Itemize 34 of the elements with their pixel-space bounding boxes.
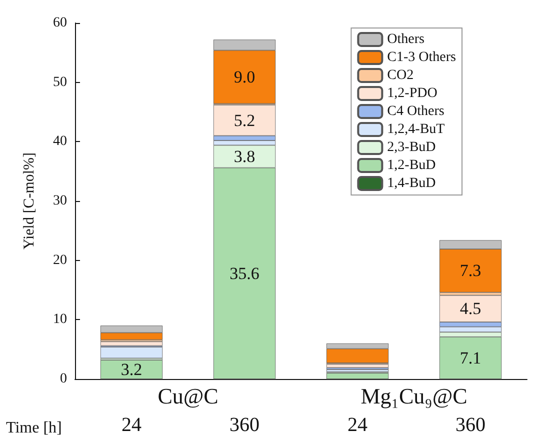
y-axis-title: Yield [C-mol%] bbox=[22, 152, 38, 250]
y-tick-label: 60 bbox=[53, 16, 67, 30]
data-label: 5.2 bbox=[234, 110, 256, 130]
legend-label: C4 Others bbox=[387, 104, 444, 119]
x-tick-label: 24 bbox=[348, 414, 368, 436]
data-label: 3.2 bbox=[120, 360, 142, 380]
data-label: 35.6 bbox=[230, 264, 260, 283]
legend-label: 1,4-BuD bbox=[387, 176, 436, 191]
y-tick-label: 30 bbox=[53, 194, 67, 208]
legend-label: C1-3 Others bbox=[387, 50, 456, 65]
data-label: 9.0 bbox=[234, 67, 256, 86]
legend-label: 1,2-BuD bbox=[387, 158, 436, 173]
legend-label: 1,2,4-BuT bbox=[387, 122, 446, 137]
bar bbox=[326, 373, 389, 379]
y-tick-label: 40 bbox=[53, 134, 67, 150]
legend-label: Others bbox=[387, 32, 425, 47]
bar bbox=[439, 336, 502, 379]
data-label: 4.5 bbox=[460, 299, 482, 318]
x-tick-label: 360 bbox=[456, 414, 486, 436]
text: Cu@C bbox=[158, 384, 218, 408]
legend-label: 2,3-BuD bbox=[387, 140, 436, 155]
x-tick-label: 24 bbox=[122, 414, 142, 436]
y-tick-label: 0 bbox=[60, 372, 67, 386]
legend-label: CO2 bbox=[387, 68, 414, 83]
legend-label: 1,2-PDO bbox=[387, 86, 438, 101]
data-label: 7.1 bbox=[460, 348, 482, 368]
x-tick-label: 360 bbox=[230, 414, 260, 436]
y-tick-label: 10 bbox=[53, 312, 67, 328]
data-label: 7.3 bbox=[460, 261, 482, 280]
data-label: 3.8 bbox=[234, 147, 256, 166]
text: Mg₁Cu₉@C bbox=[360, 384, 468, 408]
x-axis-title: Time [h] bbox=[6, 420, 62, 436]
y-tick-label: 50 bbox=[53, 74, 67, 90]
y-tick-label: 20 bbox=[53, 252, 67, 268]
